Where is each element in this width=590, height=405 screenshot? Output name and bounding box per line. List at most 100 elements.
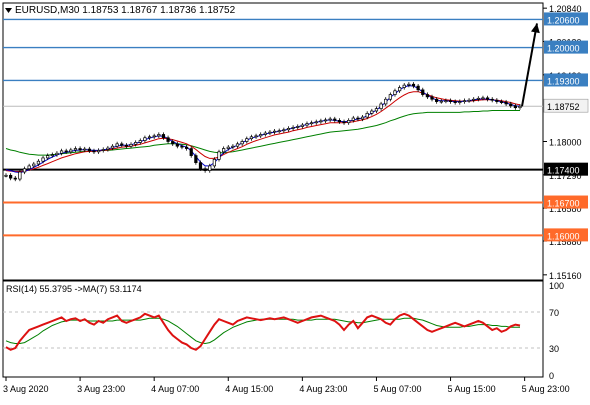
price-bar-body: [323, 119, 328, 122]
price-bar-body: [180, 145, 184, 148]
price-bar-body: [314, 121, 318, 124]
price-bar-body: [421, 89, 425, 95]
price-bar-body: [509, 103, 513, 107]
price-bar-body: [374, 108, 379, 112]
price-bar-body: [444, 100, 448, 103]
price-bar-body: [296, 126, 300, 128]
price-bar-body: [379, 103, 383, 109]
price-axis-tick-label: 1.17290: [549, 171, 582, 181]
price-bar-body: [46, 155, 50, 159]
price-bar-body: [254, 135, 258, 138]
price-bar-body: [110, 145, 115, 149]
time-axis-tick-label: 5 Aug 23:00: [522, 384, 570, 394]
level-price-label: 1.16700: [547, 199, 580, 209]
level-price-label: 1.17400: [547, 166, 580, 176]
time-axis-tick-label: 5 Aug 07:00: [373, 384, 421, 394]
price-bar-body: [194, 155, 198, 163]
price-bar-body: [347, 120, 351, 124]
price-bar-body: [485, 97, 490, 100]
price-bar-body: [300, 124, 304, 127]
price-bar-body: [439, 100, 443, 103]
price-bar-body: [402, 84, 406, 88]
price-bar-body: [18, 171, 22, 180]
price-bar-body: [277, 130, 281, 133]
time-axis-tick-label: 4 Aug 23:00: [299, 384, 347, 394]
price-bar-body: [106, 147, 110, 150]
time-axis-tick-label: 4 Aug 15:00: [225, 384, 273, 394]
price-bar-body: [55, 152, 59, 155]
price-bar-body: [129, 143, 133, 147]
level-price-tag-1.20000: [544, 40, 588, 54]
price-bar-body: [217, 151, 221, 160]
price-bar-body: [13, 177, 17, 180]
price-bar-body: [198, 162, 203, 170]
time-axis-tick-label: 5 Aug 15:00: [448, 384, 496, 394]
price-bar-body: [92, 150, 96, 153]
price-bar-body: [64, 150, 68, 153]
price-bar-body: [453, 101, 457, 103]
level-price-tag-1.17400: [544, 162, 588, 176]
symbol-dropdown-icon[interactable]: [5, 8, 12, 13]
rsi-panel-frame: [2, 280, 544, 378]
price-bar-body: [120, 143, 124, 146]
price-bar-body: [268, 131, 272, 134]
price-bar-body: [490, 98, 494, 101]
chart-header: EURUSD,M30 1.18753 1.18767 1.18736 1.187…: [5, 5, 236, 16]
price-bar-body: [337, 120, 342, 123]
fast-moving-average-line: [5, 85, 521, 174]
price-bar-body: [360, 116, 365, 120]
price-bar-body: [203, 168, 207, 171]
time-axis-tick-label: 3 Aug 2020: [3, 384, 49, 394]
price-bar-body: [365, 112, 369, 118]
price-bar-body: [305, 123, 309, 126]
price-bar-body: [504, 101, 508, 105]
price-bar-body: [286, 128, 291, 131]
price-bar-body: [351, 117, 355, 121]
price-bar-body: [448, 100, 453, 103]
price-bar-body: [411, 83, 416, 87]
price-bar-body: [171, 141, 175, 145]
level-price-label: 1.19300: [547, 76, 580, 86]
price-bar-body: [87, 148, 91, 152]
rsi-indicator-label: RSI(14) 55.3795 ->MA(7) 53.1174: [6, 284, 142, 294]
price-bar-body: [310, 122, 314, 125]
price-bar-body: [476, 97, 480, 100]
price-bar-body: [430, 96, 434, 100]
price-bar-body: [425, 94, 429, 98]
price-bar-body: [9, 174, 13, 179]
price-bar-body: [166, 137, 170, 142]
price-bar-body: [189, 148, 193, 156]
price-bar-body: [235, 143, 240, 147]
forecast-arrow-shaft: [521, 23, 538, 107]
price-axis-tick-label: 1.15160: [549, 271, 582, 281]
price-bar-body: [518, 105, 522, 109]
price-bar-body: [458, 101, 462, 103]
price-bar-body: [36, 160, 41, 165]
price-bar-body: [27, 165, 31, 170]
price-bar-body: [472, 98, 476, 101]
price-bar-body: [32, 163, 36, 167]
price-bar-body: [124, 144, 129, 147]
price-bar-body: [435, 98, 439, 102]
price-bar-body: [393, 90, 397, 95]
price-bar-body: [226, 146, 230, 149]
price-bar-body: [69, 149, 73, 153]
level-price-tag-1.19300: [544, 73, 588, 87]
price-bar-body: [397, 87, 402, 92]
price-bar-body: [41, 157, 45, 162]
price-bar-body: [134, 142, 138, 145]
time-axis-tick-label: 4 Aug 07:00: [151, 384, 199, 394]
price-bar-body: [407, 83, 411, 86]
price-bar-body: [388, 94, 392, 100]
price-bar-body: [259, 134, 263, 137]
price-bar-body: [467, 99, 471, 102]
rsi-axis-tick-label: 100: [549, 281, 564, 291]
forecast-arrow-head: [530, 23, 540, 34]
price-bar-body: [208, 165, 212, 171]
mid-moving-average-line: [5, 91, 521, 172]
time-axis-tick-label: 3 Aug 23:00: [77, 384, 125, 394]
price-bar-body: [4, 174, 8, 177]
price-bar-body: [97, 150, 101, 153]
